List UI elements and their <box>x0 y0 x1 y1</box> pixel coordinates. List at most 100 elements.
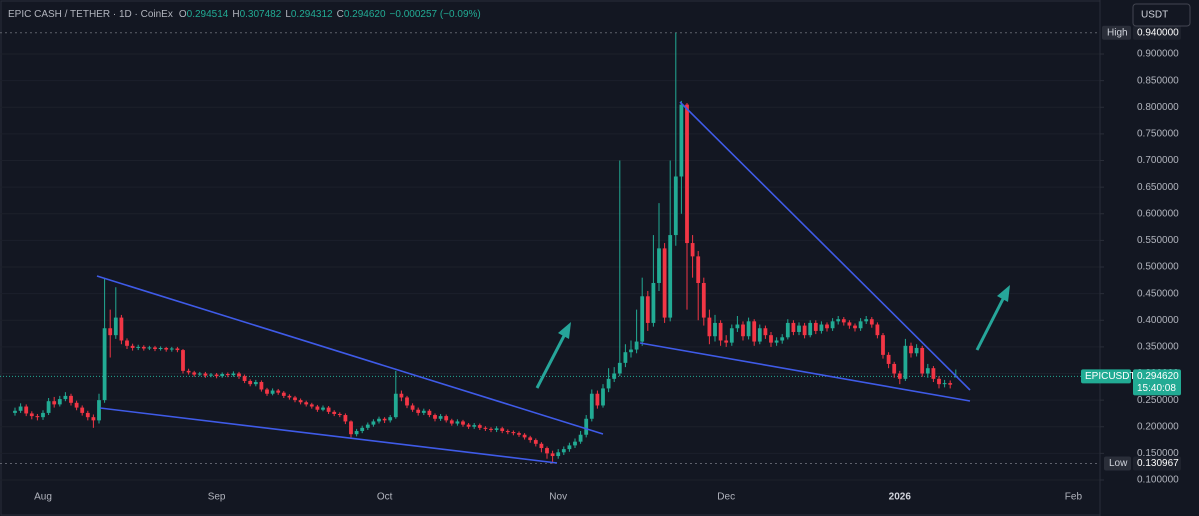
candle-body <box>746 321 751 337</box>
candle-body <box>763 328 768 336</box>
candle-body <box>365 424 370 428</box>
candle-body <box>52 401 57 405</box>
candle-body <box>589 393 594 419</box>
candle-body <box>573 441 577 446</box>
candle-body <box>315 406 320 410</box>
candle-body <box>617 362 622 374</box>
candle-body <box>769 335 773 343</box>
candle-body <box>444 416 449 421</box>
candle-body <box>181 350 185 371</box>
candle-body <box>489 428 493 430</box>
candle-body <box>505 431 510 433</box>
candle-body <box>399 393 404 398</box>
candle-body <box>741 324 745 337</box>
countdown: 15:40:08 <box>1137 383 1176 394</box>
candle-body <box>601 388 605 406</box>
candle-body <box>41 412 45 418</box>
candle-body <box>718 322 723 341</box>
low-tag: Low <box>1109 458 1128 469</box>
candle-body <box>24 406 29 414</box>
candle-body <box>343 415 348 422</box>
candle-body <box>438 416 443 419</box>
candle-body <box>421 410 426 413</box>
candle-body <box>287 395 292 398</box>
candle-body <box>449 420 454 424</box>
candle-body <box>85 412 90 418</box>
candle-body <box>651 282 656 323</box>
last-price: 0.294620 <box>1137 371 1179 382</box>
candle-body <box>427 410 432 416</box>
candle-body <box>752 321 757 342</box>
candle-body <box>231 373 236 376</box>
candle-body <box>685 104 689 244</box>
candle-body <box>813 322 818 331</box>
candle-body <box>729 328 734 343</box>
candle-body <box>242 376 247 381</box>
candle-body <box>354 431 359 435</box>
candle-body <box>864 319 869 322</box>
arrow <box>975 294 1007 351</box>
price-axis <box>1100 0 1199 516</box>
candle-body <box>186 370 191 373</box>
high-value: 0.940000 <box>1137 27 1179 38</box>
ohlc-key: C <box>337 9 344 20</box>
candle-body <box>197 373 202 375</box>
candle-body <box>931 368 936 379</box>
candle-body <box>657 248 661 283</box>
candle-body <box>214 374 219 377</box>
y-tick-label: 0.800000 <box>1137 102 1179 113</box>
x-tick-label: Dec <box>717 492 735 503</box>
candle-body <box>259 382 264 390</box>
candle-body <box>225 374 230 376</box>
candle-body <box>248 380 253 385</box>
candle-body <box>797 325 801 332</box>
currency-label[interactable]: USDT <box>1141 10 1168 21</box>
y-tick-label: 0.350000 <box>1137 342 1179 353</box>
axis-labels: 0.1000000.1500000.2000000.2500000.300000… <box>34 25 1181 503</box>
arrow-head <box>558 322 571 339</box>
candle-body <box>847 322 852 326</box>
candle-body <box>533 440 538 444</box>
ohlc-key: O <box>179 9 187 20</box>
candle-body <box>298 400 303 403</box>
candle-body <box>522 434 527 438</box>
candle-body <box>97 400 101 421</box>
currency-button[interactable] <box>1132 3 1191 27</box>
ohlc-value: 0.294312 <box>291 9 333 20</box>
ohlc-value: 0.307482 <box>240 9 282 20</box>
x-tick-label: Feb <box>1065 492 1083 503</box>
candle-body <box>606 378 611 389</box>
candle-body <box>825 324 829 329</box>
candle-body <box>393 393 398 418</box>
candle-body <box>416 409 421 413</box>
candle-body <box>410 405 415 410</box>
y-tick-label: 0.550000 <box>1137 235 1179 246</box>
candle-body <box>326 407 331 412</box>
y-tick-label: 0.750000 <box>1137 129 1179 140</box>
candle-body <box>461 421 465 425</box>
candle-body <box>164 347 169 350</box>
candle-body <box>332 411 337 414</box>
y-tick-label: 0.900000 <box>1137 49 1179 60</box>
candle-body <box>466 424 471 427</box>
symbol-legend: EPIC CASH / TETHER · 1D · CoinEx O0.29451… <box>8 9 481 20</box>
candle-body <box>713 322 717 337</box>
candle-body <box>836 319 841 322</box>
candle-body <box>405 397 409 406</box>
candle-body <box>640 296 645 342</box>
candle-body <box>556 452 561 457</box>
candle-body <box>701 282 706 318</box>
candle-body <box>942 383 947 385</box>
candle-body <box>785 322 790 338</box>
candle-body <box>153 347 157 350</box>
arrow-head <box>997 285 1010 302</box>
candle-body <box>903 345 908 379</box>
candle-body <box>220 374 225 377</box>
candle-body <box>948 383 953 385</box>
y-tick-label: 0.850000 <box>1137 75 1179 86</box>
candle-body <box>175 348 180 351</box>
candle-body <box>595 393 600 406</box>
candle-body <box>802 325 807 336</box>
